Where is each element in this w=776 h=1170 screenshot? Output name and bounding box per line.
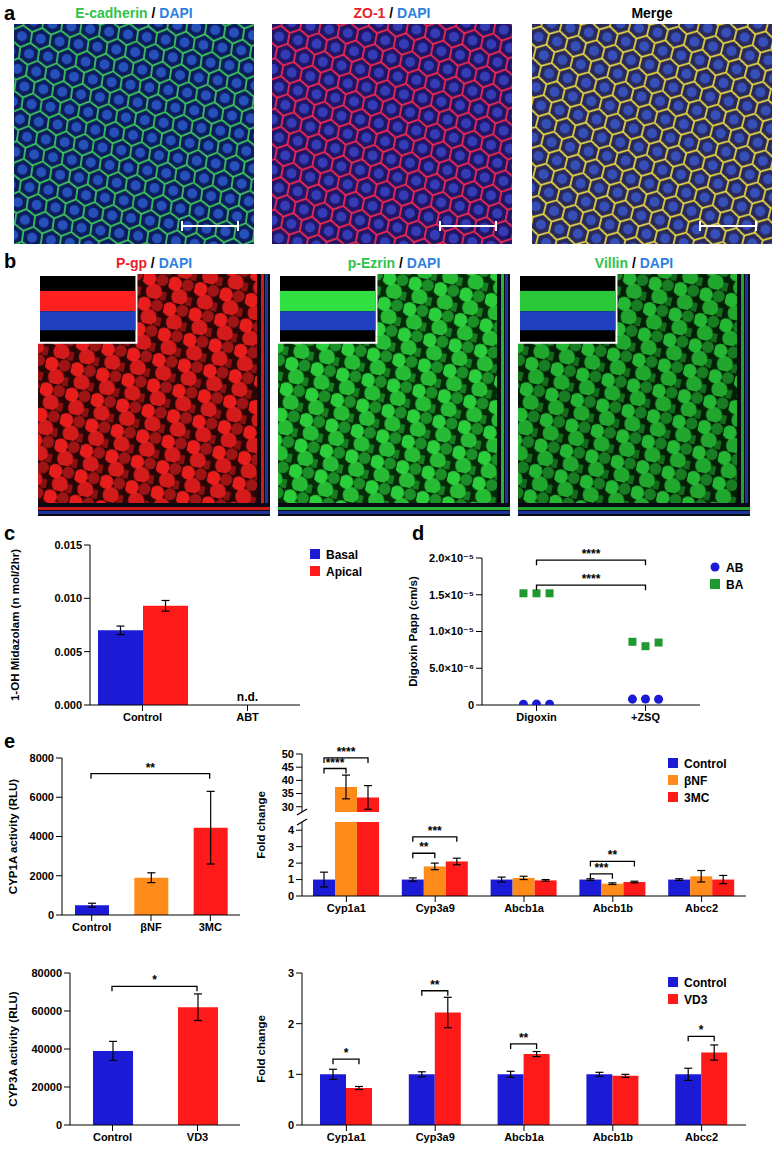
svg-text:****: **** [326, 756, 345, 770]
svg-text:Control: Control [684, 976, 727, 990]
html-text:Merge: Merge [631, 5, 673, 21]
svg-text:20000: 20000 [31, 1081, 62, 1093]
svg-text:VD3: VD3 [187, 1131, 208, 1143]
svg-text:0: 0 [48, 909, 54, 921]
svg-text:**: ** [519, 1031, 529, 1045]
html-text:d: d [412, 522, 425, 544]
svg-text:****: **** [337, 745, 356, 759]
svg-text:1: 1 [288, 873, 294, 885]
svg-text:0.000: 0.000 [54, 699, 82, 711]
svg-text:Control: Control [93, 1131, 132, 1143]
svg-text:Cyp3a9: Cyp3a9 [416, 1131, 455, 1143]
svg-text:45: 45 [282, 761, 294, 773]
svg-text:Abcb1b: Abcb1b [593, 1131, 634, 1143]
svg-text:βNF: βNF [684, 774, 707, 788]
svg-text:Control: Control [684, 757, 727, 771]
svg-text:*: * [699, 1023, 704, 1037]
svg-text:n.d.: n.d. [237, 690, 258, 704]
svg-text:****: **** [582, 572, 601, 586]
svg-text:CYP3A activity (RLU): CYP3A activity (RLU) [7, 991, 19, 1106]
svg-text:Abcc2: Abcc2 [685, 1131, 718, 1143]
svg-text:Fold change: Fold change [255, 791, 267, 859]
svg-text:Abcb1b: Abcb1b [593, 902, 634, 914]
svg-text:3MC: 3MC [684, 791, 710, 805]
svg-text:0.015: 0.015 [54, 539, 82, 551]
svg-text:1.0×10⁻⁵: 1.0×10⁻⁵ [429, 625, 474, 637]
svg-text:BA: BA [726, 578, 744, 592]
svg-text:Cyp1a1: Cyp1a1 [327, 902, 366, 914]
svg-text:1.5×10⁻⁵: 1.5×10⁻⁵ [429, 589, 474, 601]
svg-text:3: 3 [288, 967, 294, 979]
svg-text:0.010: 0.010 [54, 592, 82, 604]
svg-text:***: *** [428, 824, 442, 838]
svg-text:8000: 8000 [30, 752, 54, 764]
svg-text:**: ** [608, 848, 618, 862]
svg-text:+ZSQ: +ZSQ [631, 711, 660, 723]
html-text:a: a [4, 2, 16, 24]
svg-text:βNF: βNF [140, 921, 162, 933]
svg-text:Abcb1a: Abcb1a [504, 1131, 545, 1143]
svg-text:0.005: 0.005 [54, 646, 82, 658]
svg-text:Digoxin Papp (cm/s): Digoxin Papp (cm/s) [407, 576, 419, 687]
svg-text:***: *** [594, 861, 608, 875]
svg-text:2: 2 [288, 857, 294, 869]
svg-text:2.0×10⁻⁵: 2.0×10⁻⁵ [429, 552, 474, 564]
html-text:E-cadherin / DAPI: E-cadherin / DAPI [75, 5, 193, 21]
svg-text:Basal: Basal [326, 548, 358, 562]
svg-text:Control: Control [123, 711, 162, 723]
svg-text:1: 1 [288, 1068, 294, 1080]
html-text:P-gp / DAPI: P-gp / DAPI [115, 255, 193, 271]
svg-text:40000: 40000 [31, 1043, 62, 1055]
svg-text:Abcb1a: Abcb1a [504, 902, 545, 914]
svg-text:Cyp3a9: Cyp3a9 [416, 902, 455, 914]
svg-text:CYP1A activity (RLU): CYP1A activity (RLU) [7, 779, 19, 894]
html-text:c: c [4, 522, 16, 544]
svg-text:Digoxin: Digoxin [516, 711, 557, 723]
svg-text:Control: Control [72, 921, 111, 933]
svg-text:0: 0 [288, 890, 294, 902]
svg-text:50: 50 [282, 748, 294, 760]
svg-text:**: ** [419, 840, 429, 854]
svg-text:**: ** [430, 978, 440, 992]
svg-text:Cyp1a1: Cyp1a1 [327, 1131, 366, 1143]
svg-text:Fold change: Fold change [255, 1015, 267, 1083]
svg-text:0: 0 [288, 1119, 294, 1131]
svg-text:5.0×10⁻⁶: 5.0×10⁻⁶ [429, 662, 474, 674]
svg-text:30: 30 [282, 801, 294, 812]
html-text:e: e [4, 730, 16, 752]
svg-text:3: 3 [288, 841, 294, 853]
svg-text:VD3: VD3 [684, 993, 708, 1007]
svg-text:2000: 2000 [30, 870, 54, 882]
svg-text:0: 0 [56, 1119, 62, 1131]
svg-text:40: 40 [282, 774, 294, 786]
svg-text:**: ** [146, 761, 156, 775]
svg-text:60000: 60000 [31, 1005, 62, 1017]
svg-text:1-OH Midazolam (n mol/2hr): 1-OH Midazolam (n mol/2hr) [9, 549, 21, 701]
svg-text:6000: 6000 [30, 791, 54, 803]
svg-text:*: * [152, 973, 157, 987]
svg-text:3MC: 3MC [199, 921, 222, 933]
svg-text:****: **** [582, 547, 601, 561]
svg-text:2: 2 [288, 1018, 294, 1030]
svg-text:4000: 4000 [30, 830, 54, 842]
svg-text:ABT: ABT [236, 711, 259, 723]
svg-text:80000: 80000 [31, 967, 62, 979]
html-text:b: b [4, 250, 17, 272]
svg-text:Apical: Apical [326, 565, 362, 579]
svg-text:*: * [344, 1046, 349, 1060]
html-text:ZO-1 / DAPI: ZO-1 / DAPI [353, 5, 431, 21]
html-text:p-Ezrin / DAPI: p-Ezrin / DAPI [347, 255, 441, 271]
svg-text:Abcc2: Abcc2 [685, 902, 718, 914]
html-text:Villin / DAPI: Villin / DAPI [594, 255, 674, 271]
svg-text:AB: AB [726, 561, 744, 575]
svg-text:35: 35 [282, 787, 294, 799]
svg-text:4: 4 [288, 824, 295, 836]
svg-text:0: 0 [468, 699, 474, 711]
